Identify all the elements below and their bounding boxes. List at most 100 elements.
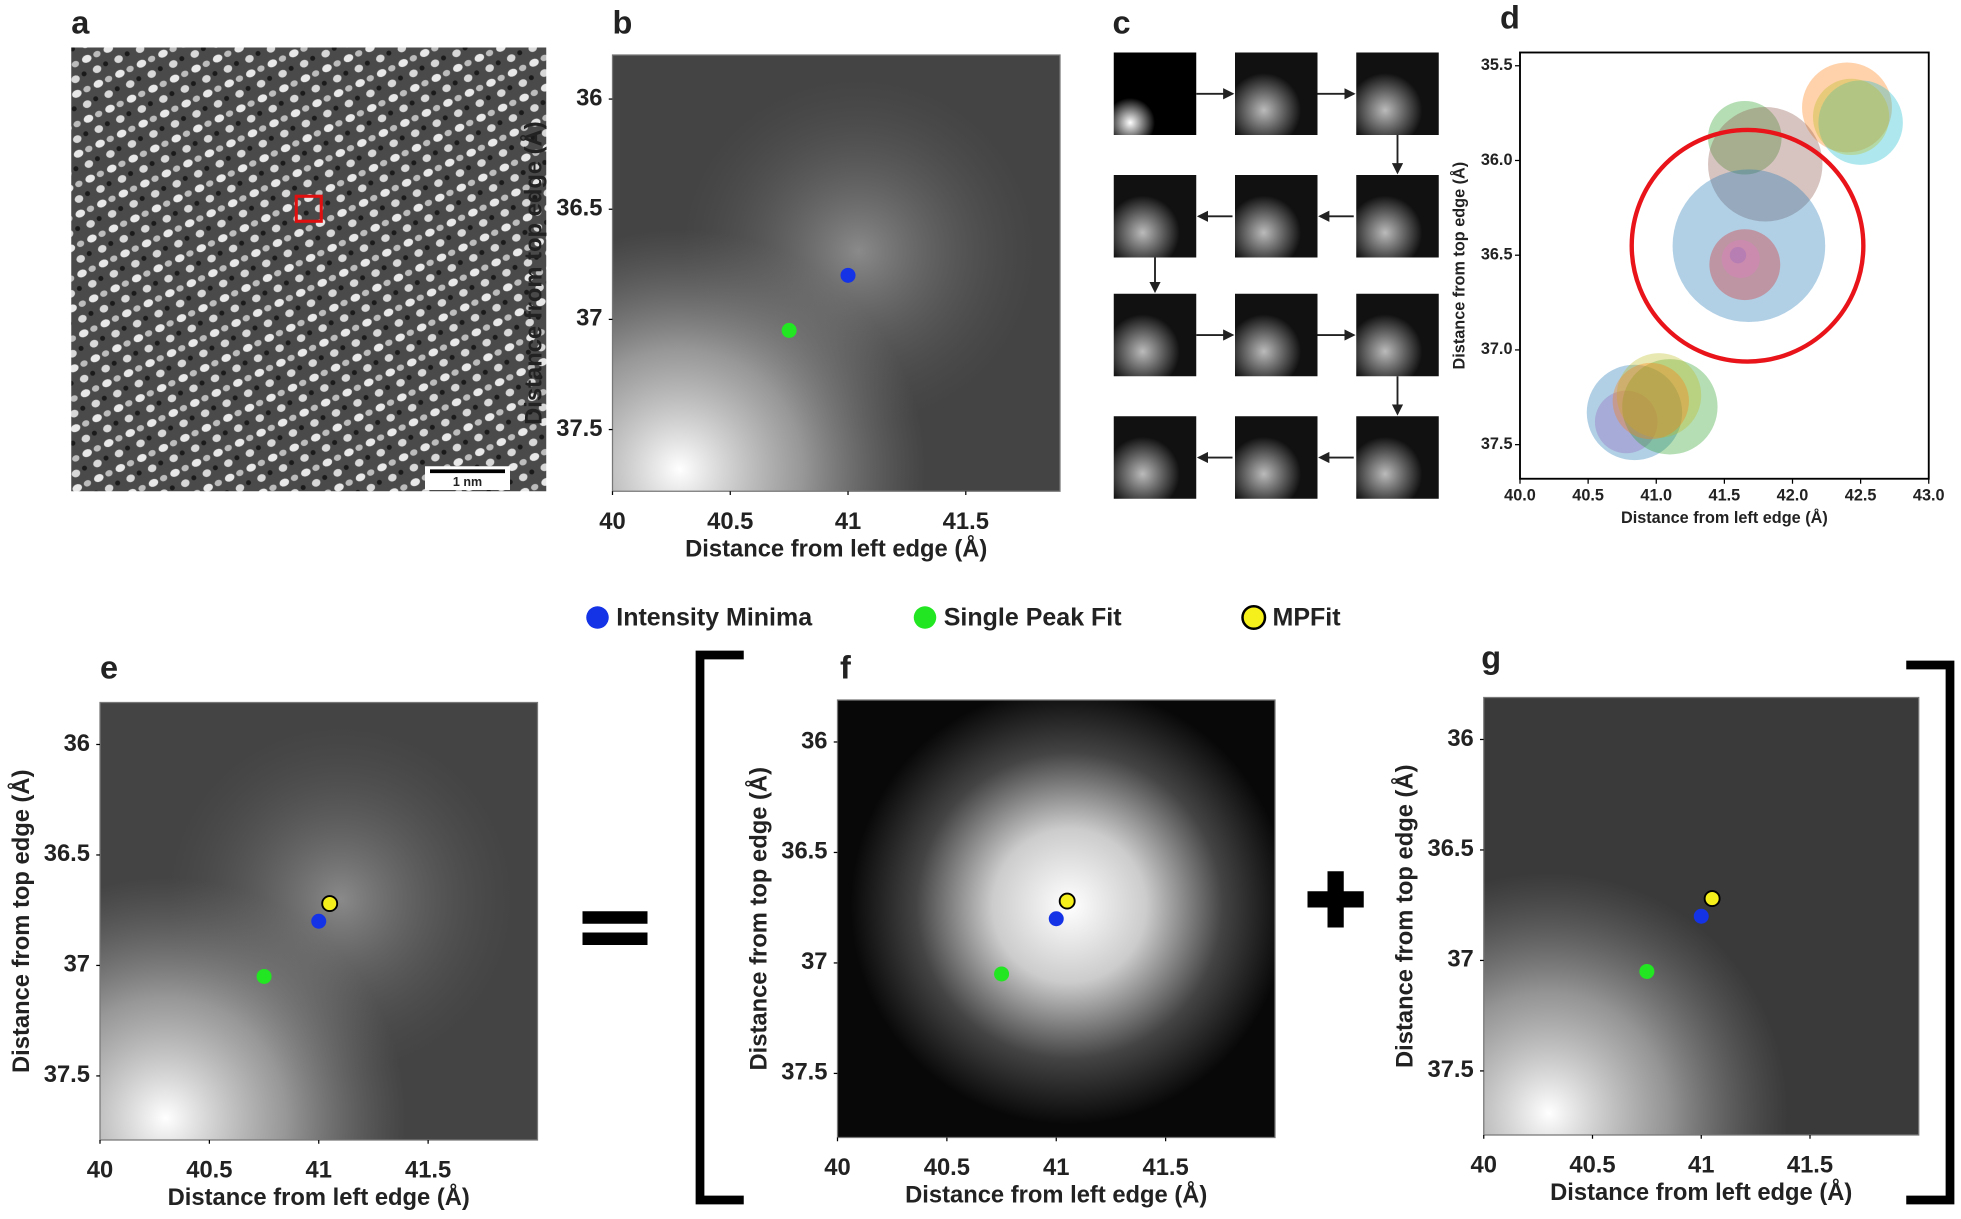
y-tick-label: 36 xyxy=(576,84,602,111)
x-tick-label: 40 xyxy=(599,508,625,535)
legend-label: Intensity Minima xyxy=(616,603,813,631)
y-tick-label: 36.5 xyxy=(556,195,602,222)
y-tick-label: 36.5 xyxy=(781,838,827,865)
legend-marker xyxy=(913,606,937,629)
y-tick-label: 37.5 xyxy=(556,415,602,442)
y-tick-label: 36 xyxy=(64,730,90,757)
tile xyxy=(1235,416,1318,499)
x-axis-label: Distance from left edge (Å) xyxy=(1621,508,1828,527)
y-axis-label: Distance from top edge (Å) xyxy=(744,767,772,1071)
point xyxy=(321,895,339,913)
point xyxy=(994,966,1010,982)
point xyxy=(781,322,797,338)
x-tick-label: 41 xyxy=(1688,1152,1714,1179)
panel-label: c xyxy=(1113,5,1131,41)
x-tick-label: 41.5 xyxy=(405,1157,451,1184)
x-tick-label: 40.5 xyxy=(1569,1152,1615,1179)
x-tick-label: 40 xyxy=(824,1154,850,1181)
y-tick-label: 37.5 xyxy=(781,1059,827,1086)
y-tick-label: 37.5 xyxy=(44,1061,90,1088)
y-axis-label: Distance from top edge (Å) xyxy=(519,121,547,425)
panel: f 40 40.5 41 41.5 36 36.5 37 37.5 Distance from l… xyxy=(744,650,1276,1209)
panel-label: g xyxy=(1481,640,1501,676)
plus-sign xyxy=(1327,871,1344,928)
x-tick-label: 42.5 xyxy=(1845,487,1877,505)
bubble xyxy=(1818,80,1903,165)
x-tick-label: 41.5 xyxy=(1143,1154,1189,1181)
equals-sign xyxy=(582,932,648,945)
point xyxy=(1693,908,1709,924)
x-tick-label: 41.0 xyxy=(1640,487,1672,505)
point xyxy=(311,913,327,929)
x-tick-label: 40.5 xyxy=(1572,487,1604,505)
y-axis-label: Distance from top edge (Å) xyxy=(1391,764,1419,1067)
point xyxy=(1639,963,1655,979)
tile xyxy=(1235,52,1318,135)
tile xyxy=(1235,175,1318,258)
selection-box xyxy=(294,194,323,223)
x-tick-label: 42.0 xyxy=(1777,487,1809,505)
legend-label: MPFit xyxy=(1273,603,1342,631)
bracket-left xyxy=(695,650,744,1205)
y-tick-label: 36.5 xyxy=(1481,246,1513,264)
legend-label: Single Peak Fit xyxy=(944,603,1123,631)
panel-label: f xyxy=(840,650,851,686)
bubble xyxy=(1616,353,1702,438)
point xyxy=(1048,911,1064,927)
frame xyxy=(611,54,1061,492)
point xyxy=(1703,890,1721,908)
x-tick-label: 41 xyxy=(1043,1154,1069,1181)
y-tick-label: 36.0 xyxy=(1481,151,1513,169)
bubble xyxy=(1622,359,1718,455)
x-axis-label: Distance from left edge (Å) xyxy=(1550,1178,1852,1206)
x-tick-label: 41 xyxy=(306,1157,332,1184)
point xyxy=(840,267,856,283)
x-axis-label: Distance from left edge (Å) xyxy=(685,534,987,562)
tile xyxy=(1356,52,1439,135)
equals-sign xyxy=(582,911,648,924)
image xyxy=(612,55,1060,492)
tile xyxy=(1113,175,1197,258)
bracket-right xyxy=(1906,660,1955,1205)
bubble xyxy=(1729,247,1747,264)
y-tick-label: 36 xyxy=(801,727,827,754)
panel: e 40 40.5 41 41.5 36 36.5 37 37.5 Distance from l… xyxy=(7,650,539,1211)
x-tick-label: 40 xyxy=(87,1157,113,1184)
panel: d 40.0 40.5 41.0 41.5 42.0 42.5 43.0 35.5 36.0 36.… xyxy=(1449,0,1944,527)
y-axis-label: Distance from top edge (Å) xyxy=(7,769,35,1073)
legend-marker xyxy=(586,606,609,629)
lattice-image xyxy=(71,47,547,492)
legend: Intensity Minima Single Peak Fit MPFit xyxy=(586,603,1341,631)
tile xyxy=(1113,52,1197,135)
bubble xyxy=(1709,229,1781,301)
highlight-ring xyxy=(1629,127,1866,364)
panel-label: d xyxy=(1500,0,1520,36)
y-tick-label: 37 xyxy=(64,951,90,978)
bubble xyxy=(1812,78,1890,156)
y-tick-label: 37.0 xyxy=(1481,340,1513,358)
panel: b 40 40.5 41 41.5 36 36.5 37 37.5 Distance from l… xyxy=(519,5,1061,562)
bubble xyxy=(1612,362,1689,440)
panel-label: a xyxy=(71,5,90,41)
y-tick-label: 37 xyxy=(1447,946,1473,973)
y-tick-label: 36 xyxy=(1447,725,1473,752)
x-axis-label: Distance from left edge (Å) xyxy=(168,1183,470,1211)
bubble xyxy=(1708,107,1823,222)
y-tick-label: 37 xyxy=(576,305,602,332)
x-tick-label: 41.5 xyxy=(943,508,989,535)
bubble xyxy=(1721,239,1760,279)
tile xyxy=(1235,293,1318,377)
x-axis-label: Distance from left edge (Å) xyxy=(905,1181,1207,1209)
y-tick-label: 36.5 xyxy=(1428,835,1474,862)
x-tick-label: 40 xyxy=(1471,1152,1497,1179)
tile xyxy=(1356,416,1439,499)
x-tick-label: 41.5 xyxy=(1787,1152,1833,1179)
x-tick-label: 40.5 xyxy=(924,1154,970,1181)
tile xyxy=(1356,175,1439,258)
tile xyxy=(1113,293,1197,377)
y-tick-label: 36.5 xyxy=(44,840,90,867)
y-tick-label: 37.5 xyxy=(1428,1056,1474,1083)
tile xyxy=(1113,416,1197,499)
